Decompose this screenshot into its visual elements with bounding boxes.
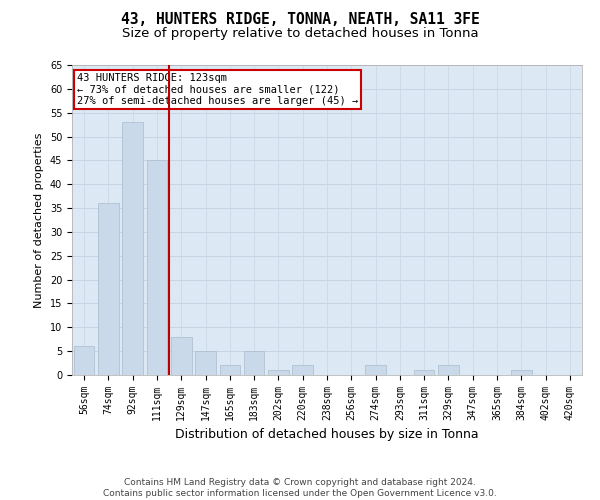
Bar	[195, 351, 216, 375]
Bar	[244, 351, 265, 375]
Text: 43, HUNTERS RIDGE, TONNA, NEATH, SA11 3FE: 43, HUNTERS RIDGE, TONNA, NEATH, SA11 3F…	[121, 12, 479, 28]
Bar	[74, 346, 94, 375]
Bar	[146, 160, 167, 375]
Text: Contains HM Land Registry data © Crown copyright and database right 2024.
Contai: Contains HM Land Registry data © Crown c…	[103, 478, 497, 498]
Bar	[292, 366, 313, 375]
Bar	[511, 370, 532, 375]
Bar	[414, 370, 434, 375]
Bar	[365, 366, 386, 375]
Bar	[268, 370, 289, 375]
Text: Size of property relative to detached houses in Tonna: Size of property relative to detached ho…	[122, 28, 478, 40]
Bar	[438, 366, 459, 375]
Text: 43 HUNTERS RIDGE: 123sqm
← 73% of detached houses are smaller (122)
27% of semi-: 43 HUNTERS RIDGE: 123sqm ← 73% of detach…	[77, 72, 358, 106]
Bar	[220, 366, 240, 375]
Bar	[122, 122, 143, 375]
Y-axis label: Number of detached properties: Number of detached properties	[34, 132, 44, 308]
Bar	[171, 337, 191, 375]
Bar	[98, 204, 119, 375]
X-axis label: Distribution of detached houses by size in Tonna: Distribution of detached houses by size …	[175, 428, 479, 442]
